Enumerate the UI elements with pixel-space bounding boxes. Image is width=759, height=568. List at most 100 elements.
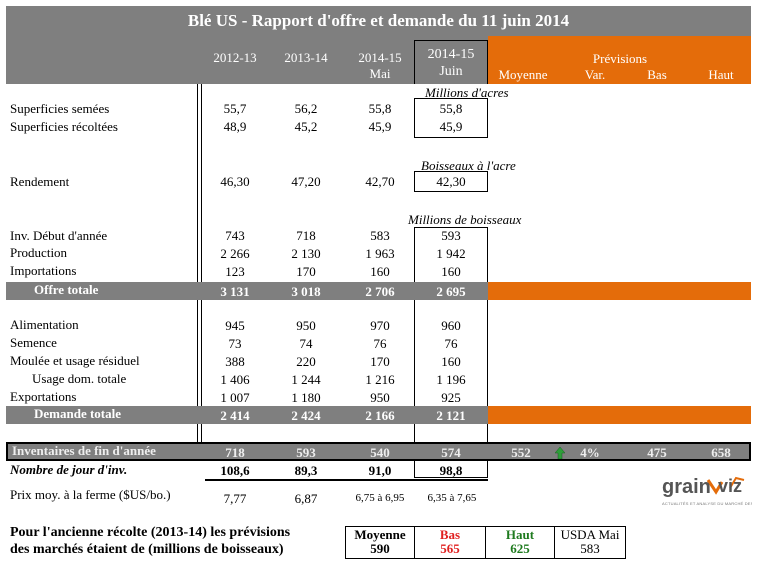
- cell-value: 160: [370, 264, 390, 279]
- header-previsions: Prévisions: [592, 51, 648, 66]
- cell-value: 2 166: [365, 408, 395, 423]
- label-production: Production: [10, 245, 68, 260]
- cell-value: 89,3: [294, 463, 318, 478]
- footer-moyenne-value: 590: [370, 541, 390, 556]
- unit-boisseaux: Millions de boisseaux: [408, 212, 522, 227]
- header-band-orange: [488, 36, 751, 84]
- cell-value: 55,8: [368, 101, 392, 116]
- unit-boisseaux-acre: Boisseaux à l'acre: [421, 158, 516, 173]
- cell-value: 2 121: [436, 408, 466, 423]
- cell-value: 2 424: [291, 408, 321, 423]
- cell-value: 1 196: [436, 372, 466, 387]
- label-demande-totale: Demande totale: [34, 406, 122, 421]
- header-mai: Mai: [369, 66, 391, 81]
- cell-value: 73: [228, 336, 242, 351]
- cell-value: 925: [441, 390, 461, 405]
- header-juin-box: [414, 40, 488, 84]
- juin-acres-box: [414, 98, 488, 138]
- label-moulee: Moulée et usage résiduel: [10, 353, 140, 368]
- cell-value: 3 131: [220, 284, 250, 299]
- label-inventaires-fin: Inventaires de fin d'année: [12, 443, 156, 458]
- footer-usda-value: 583: [580, 541, 600, 556]
- label-offre-totale: Offre totale: [34, 282, 99, 297]
- cell-value: 2 695: [436, 284, 466, 299]
- header-2012-13: 2012-13: [213, 50, 257, 65]
- cell-value: 6,75 à 6,95: [355, 492, 405, 504]
- header-band-gray: [6, 36, 488, 84]
- offre-totale-band: [6, 282, 488, 300]
- cell-value: 42,30: [436, 174, 466, 189]
- cell-value: 583: [370, 228, 390, 243]
- nombre-jour-underline: [205, 479, 488, 481]
- cell-value: 160: [441, 354, 461, 369]
- forecast-bas: 475: [647, 445, 667, 460]
- cell-value: 7,77: [223, 491, 247, 506]
- footer-bas-value: 565: [440, 541, 460, 556]
- label-importations: Importations: [10, 263, 77, 278]
- cell-value: 160: [441, 264, 461, 279]
- cell-value: 540: [370, 445, 390, 460]
- cell-value: 98,8: [439, 463, 463, 478]
- cell-value: 1 180: [291, 390, 321, 405]
- label-superficies-semees: Superficies semées: [10, 101, 110, 116]
- header-bas: Bas: [647, 67, 667, 82]
- cell-value: 45,9: [368, 119, 392, 134]
- cell-value: 55,8: [439, 101, 463, 116]
- footer-haut-cell: Haut 625: [485, 526, 555, 559]
- separator-line-left-2: [201, 84, 202, 442]
- label-usage-dom: Usage dom. totale: [32, 371, 127, 386]
- footer-bas-label: Bas: [439, 527, 461, 542]
- label-inv-debut: Inv. Début d'année: [10, 228, 108, 243]
- cell-value: 2 414: [220, 408, 250, 423]
- cell-value: 47,20: [291, 174, 321, 189]
- footer-haut-value: 625: [510, 541, 530, 556]
- up-arrow-icon: [555, 447, 565, 459]
- cell-value: 950: [370, 390, 390, 405]
- cell-value: 1 942: [436, 246, 466, 261]
- juin-rendement-box: [414, 171, 488, 192]
- grainviz-logo-mark: [706, 476, 745, 495]
- cell-value: 1 007: [220, 390, 250, 405]
- cell-value: 718: [225, 445, 245, 460]
- label-exportations: Exportations: [10, 389, 77, 404]
- cell-value: 170: [296, 264, 316, 279]
- forecast-haut: 658: [711, 445, 731, 460]
- cell-value: 220: [296, 354, 316, 369]
- cell-value: 6,87: [294, 491, 318, 506]
- grainviz-logo: grain viz ACTUALITÉS ET ANALYSE DU MARCH…: [660, 472, 752, 512]
- report-title: Blé US - Rapport d'offre et demande du 1…: [6, 6, 751, 36]
- cell-value: 48,9: [223, 119, 247, 134]
- separator-line-left: [197, 84, 198, 442]
- cell-value: 945: [225, 318, 245, 333]
- juin-column-box: [414, 227, 488, 478]
- cell-value: 1 963: [365, 246, 395, 261]
- footer-text-line2: des marchés étaient de (millions de bois…: [10, 542, 284, 557]
- cell-value: 970: [370, 318, 390, 333]
- footer-text-line1: Pour l'ancienne récolte (2013-14) les pr…: [10, 525, 291, 540]
- cell-value: 1 244: [291, 372, 321, 387]
- header-var: Var.: [584, 67, 606, 82]
- header-juin: Juin: [439, 64, 463, 79]
- header-haut: Haut: [708, 67, 734, 82]
- unit-acres: Millions d'acres: [425, 85, 509, 100]
- forecast-var: 4%: [580, 445, 600, 460]
- cell-value: 1 406: [220, 372, 250, 387]
- cell-value: 2 130: [291, 246, 321, 261]
- label-rendement: Rendement: [10, 174, 70, 189]
- cell-value: 743: [225, 228, 245, 243]
- label-superficies-recoltees: Superficies récoltées: [10, 119, 118, 134]
- cell-value: 76: [373, 336, 387, 351]
- cell-value: 574: [441, 445, 461, 460]
- cell-value: 55,7: [223, 101, 247, 116]
- footer-bas-cell: Bas 565: [414, 526, 486, 559]
- label-prix: Prix moy. à la ferme ($US/bo.): [10, 487, 171, 502]
- cell-value: 76: [444, 336, 458, 351]
- label-alimentation: Alimentation: [10, 317, 79, 332]
- cell-value: 170: [370, 354, 390, 369]
- cell-value: 42,70: [365, 174, 395, 189]
- cell-value: 3 018: [291, 284, 321, 299]
- cell-value: 2 266: [220, 246, 250, 261]
- demande-totale-band: [6, 406, 488, 424]
- cell-value: 123: [225, 264, 245, 279]
- header-2013-14: 2013-14: [284, 50, 328, 65]
